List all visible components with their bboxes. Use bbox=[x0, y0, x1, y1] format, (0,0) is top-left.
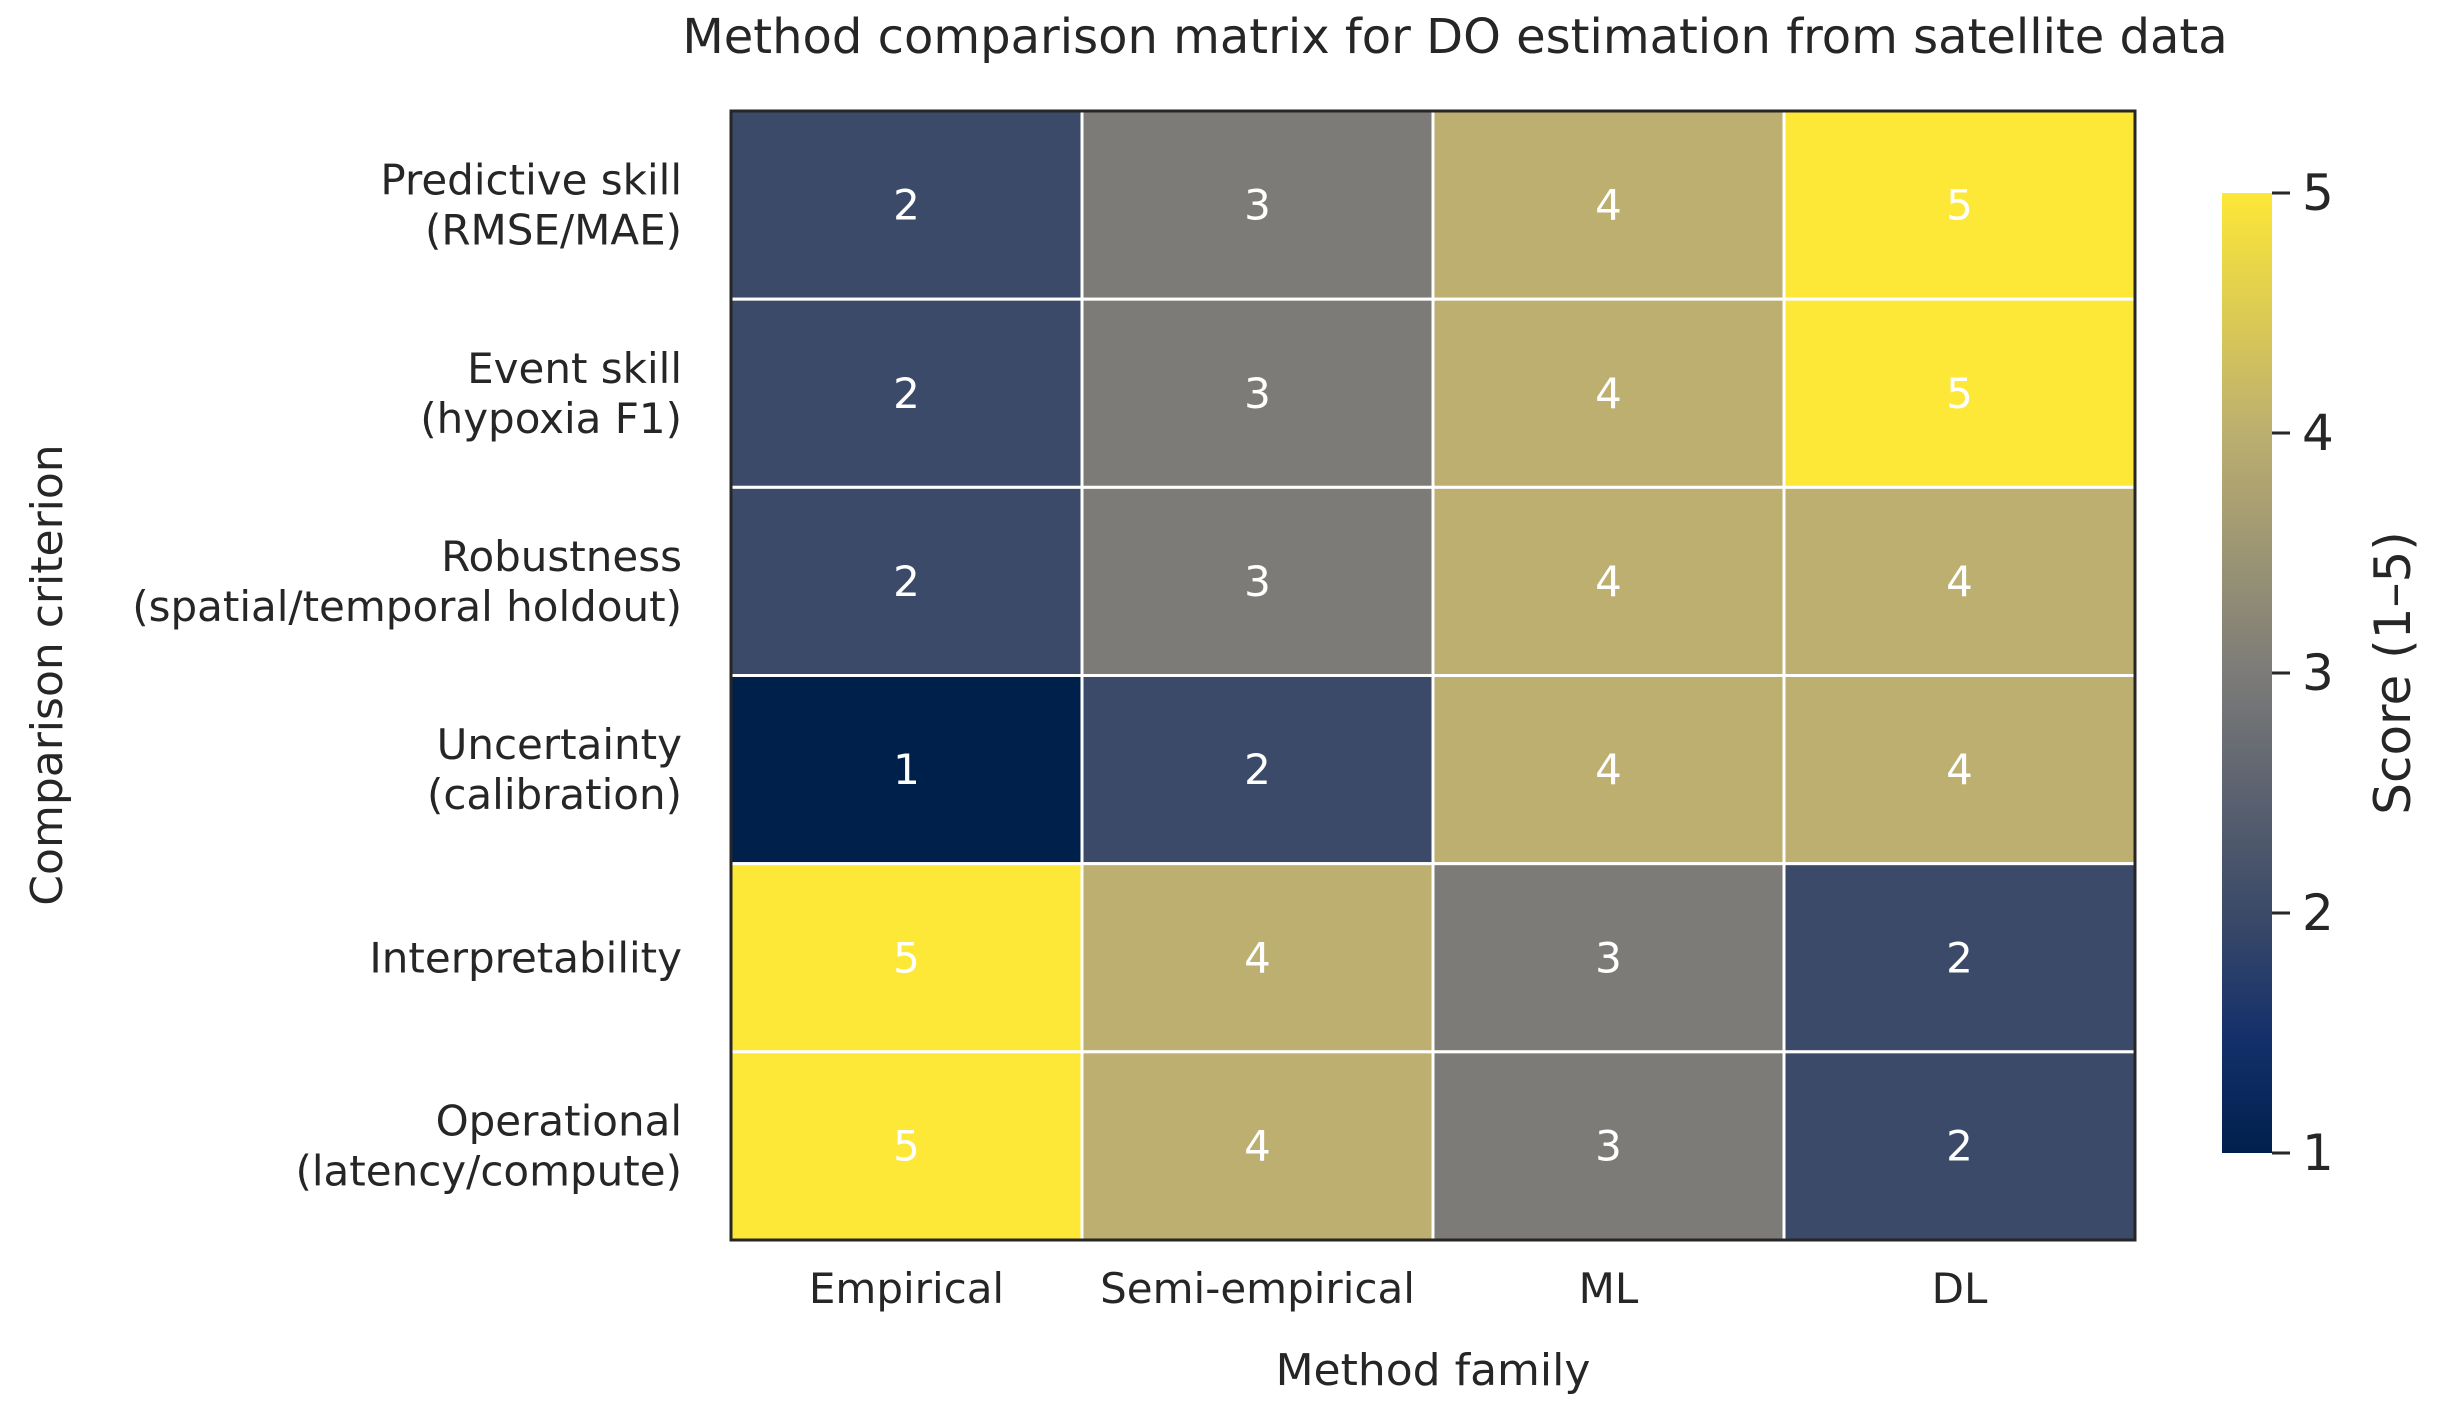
plot-frame bbox=[729, 109, 2137, 1242]
cell-value-label: 4 bbox=[1595, 369, 1622, 418]
y-tick-label: Event skill bbox=[467, 344, 682, 393]
cell-value-label: 2 bbox=[1946, 1121, 1973, 1170]
y-tick-label: (hypoxia F1) bbox=[420, 394, 682, 443]
y-tick-label: Robustness bbox=[441, 532, 682, 581]
heatmap-cell bbox=[1431, 862, 1786, 1054]
heatmap-cell bbox=[1782, 485, 2137, 678]
colorbar-ticks: 1 2 3 4 5 bbox=[2272, 164, 2334, 1182]
heatmap-cell bbox=[1080, 109, 1435, 301]
heatmap-cell bbox=[1431, 1050, 1786, 1242]
heatmap-cell bbox=[1782, 109, 2137, 301]
heatmap-cell bbox=[1080, 862, 1435, 1054]
cell-value-label: 2 bbox=[893, 181, 920, 230]
cell-value-label: 3 bbox=[1244, 557, 1271, 606]
colorbar bbox=[2222, 193, 2272, 1153]
x-tick-label: Semi-empirical bbox=[1100, 1264, 1415, 1313]
cell-value-label: 2 bbox=[1244, 745, 1271, 794]
cell-value-label: 2 bbox=[893, 369, 920, 418]
cell-value-label: 5 bbox=[893, 933, 920, 982]
y-tick-label: (calibration) bbox=[427, 770, 682, 819]
chart-title: Method comparison matrix for DO estimati… bbox=[682, 9, 2227, 65]
cell-value-label: 5 bbox=[1946, 181, 1973, 230]
y-tick-label: Operational bbox=[436, 1096, 682, 1145]
x-tick-label: DL bbox=[1932, 1264, 1988, 1313]
heatmap-cell-labels: 2 3 4 5 2 3 4 5 2 3 4 4 1 2 4 4 5 4 3 2 5 4 3 2 bbox=[893, 181, 1973, 1171]
cell-value-label: 2 bbox=[1946, 933, 1973, 982]
colorbar-tick-label: 5 bbox=[2302, 164, 2334, 222]
y-tick-label: (RMSE/MAE) bbox=[425, 206, 682, 255]
x-tick-label: Empirical bbox=[809, 1264, 1004, 1313]
y-tick-label: (spatial/temporal holdout) bbox=[132, 582, 682, 631]
colorbar-tick-label: 1 bbox=[2302, 1124, 2334, 1182]
heatmap-cell bbox=[729, 862, 1084, 1054]
heatmap-cells bbox=[729, 109, 2137, 1242]
y-tick-label: Uncertainty bbox=[437, 720, 682, 769]
cell-value-label: 5 bbox=[1946, 369, 1973, 418]
y-tick-label: (latency/compute) bbox=[296, 1146, 683, 1195]
y-tick-labels: Predictive skill(RMSE/MAE) Event skill(hy… bbox=[132, 156, 682, 1196]
heatmap-cell bbox=[1080, 1050, 1435, 1242]
heatmap-cell bbox=[729, 109, 1084, 301]
heatmap-cell bbox=[1080, 297, 1435, 489]
heatmap-cell bbox=[1782, 674, 2137, 866]
y-axis-label: Comparison criterion bbox=[22, 444, 73, 905]
colorbar-tick-label: 3 bbox=[2302, 644, 2334, 702]
heatmap-cell bbox=[1080, 674, 1435, 866]
heatmap-cell bbox=[1080, 485, 1435, 678]
colorbar-label: Score (1–5) bbox=[2364, 531, 2422, 815]
cell-value-label: 4 bbox=[1946, 745, 1973, 794]
cell-value-label: 3 bbox=[1595, 1121, 1622, 1170]
cell-value-label: 4 bbox=[1244, 933, 1271, 982]
heatmap-cell bbox=[729, 297, 1084, 489]
heatmap-cell bbox=[1782, 862, 2137, 1054]
cell-value-label: 4 bbox=[1595, 181, 1622, 230]
cell-value-label: 4 bbox=[1244, 1121, 1271, 1170]
x-tick-label: ML bbox=[1579, 1264, 1639, 1313]
x-axis-label: Method family bbox=[1276, 1345, 1591, 1396]
heatmap-cell bbox=[729, 1050, 1084, 1242]
y-tick-label: Interpretability bbox=[369, 933, 682, 982]
cell-value-label: 1 bbox=[893, 745, 920, 794]
cell-value-label: 5 bbox=[893, 1121, 920, 1170]
heatmap-cell bbox=[729, 674, 1084, 866]
cell-value-label: 4 bbox=[1595, 557, 1622, 606]
cell-value-label: 2 bbox=[893, 557, 920, 606]
colorbar-tick-label: 2 bbox=[2302, 884, 2334, 942]
cell-value-label: 3 bbox=[1244, 369, 1271, 418]
cell-value-label: 4 bbox=[1946, 557, 1973, 606]
cell-value-label: 4 bbox=[1595, 745, 1622, 794]
cell-value-label: 3 bbox=[1595, 933, 1622, 982]
y-tick-label: Predictive skill bbox=[380, 156, 682, 205]
x-tick-labels: Empirical Semi-empirical ML DL bbox=[809, 1264, 1988, 1313]
heatmap-cell bbox=[1782, 297, 2137, 489]
colorbar-tick-label: 4 bbox=[2302, 404, 2334, 462]
cell-value-label: 3 bbox=[1244, 181, 1271, 230]
